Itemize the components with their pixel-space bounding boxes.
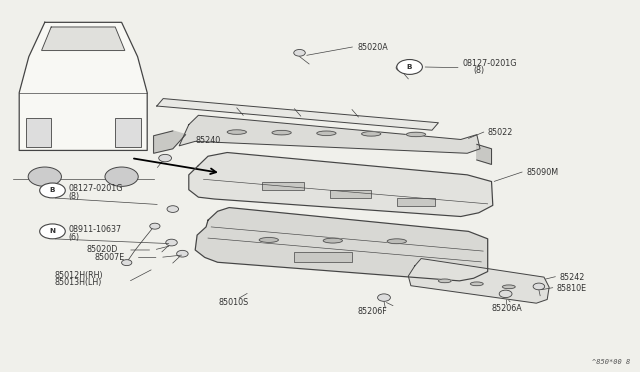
Polygon shape bbox=[157, 99, 438, 130]
Circle shape bbox=[159, 154, 172, 162]
Text: B: B bbox=[407, 64, 412, 70]
Circle shape bbox=[378, 294, 390, 301]
Ellipse shape bbox=[362, 132, 381, 136]
Text: 85090M: 85090M bbox=[526, 168, 558, 177]
Circle shape bbox=[294, 49, 305, 56]
Text: 85206A: 85206A bbox=[492, 304, 522, 312]
Ellipse shape bbox=[323, 238, 342, 243]
Bar bbox=[294, 252, 352, 262]
Polygon shape bbox=[189, 153, 493, 217]
Circle shape bbox=[28, 167, 61, 186]
Polygon shape bbox=[154, 131, 186, 153]
Text: 85012H(RH): 85012H(RH) bbox=[54, 271, 103, 280]
Text: 08127-0201G: 08127-0201G bbox=[462, 59, 516, 68]
Ellipse shape bbox=[272, 131, 291, 135]
Text: 85020A: 85020A bbox=[357, 43, 388, 52]
Ellipse shape bbox=[387, 239, 406, 244]
Text: N: N bbox=[49, 228, 56, 234]
Circle shape bbox=[166, 239, 177, 246]
Ellipse shape bbox=[227, 130, 246, 134]
Bar bbox=[26, 118, 51, 147]
Bar bbox=[330, 190, 371, 198]
Text: B: B bbox=[50, 187, 55, 193]
Bar bbox=[397, 198, 435, 206]
Text: 85810E: 85810E bbox=[557, 284, 587, 293]
Bar bbox=[262, 182, 304, 190]
Text: (8): (8) bbox=[68, 192, 79, 201]
Text: (8): (8) bbox=[474, 66, 484, 75]
Ellipse shape bbox=[317, 131, 336, 135]
Text: 85206F: 85206F bbox=[357, 307, 387, 316]
Ellipse shape bbox=[406, 132, 426, 137]
Polygon shape bbox=[477, 144, 492, 164]
Circle shape bbox=[167, 206, 179, 212]
Text: 85022: 85022 bbox=[488, 128, 513, 137]
Text: 85240: 85240 bbox=[195, 136, 220, 145]
Ellipse shape bbox=[438, 279, 451, 283]
Bar bbox=[115, 118, 141, 147]
Circle shape bbox=[122, 260, 132, 266]
Ellipse shape bbox=[259, 238, 278, 243]
Polygon shape bbox=[179, 115, 480, 153]
Text: 85010S: 85010S bbox=[219, 298, 249, 307]
Circle shape bbox=[40, 183, 65, 198]
Text: 08127-0201G: 08127-0201G bbox=[68, 185, 123, 193]
Text: 85020D: 85020D bbox=[86, 246, 118, 254]
Polygon shape bbox=[19, 22, 147, 150]
Ellipse shape bbox=[502, 285, 515, 289]
Circle shape bbox=[397, 60, 422, 74]
Text: 85013H(LH): 85013H(LH) bbox=[54, 278, 102, 287]
Text: 08911-10637: 08911-10637 bbox=[68, 225, 122, 234]
Polygon shape bbox=[195, 208, 488, 281]
Ellipse shape bbox=[470, 282, 483, 286]
Circle shape bbox=[533, 283, 545, 290]
Polygon shape bbox=[408, 259, 549, 303]
Polygon shape bbox=[42, 27, 125, 51]
Text: (6): (6) bbox=[68, 233, 79, 242]
Text: ^850*00 8: ^850*00 8 bbox=[592, 359, 630, 365]
Circle shape bbox=[396, 64, 408, 71]
Circle shape bbox=[499, 290, 512, 298]
Circle shape bbox=[177, 250, 188, 257]
Circle shape bbox=[150, 223, 160, 229]
Circle shape bbox=[105, 167, 138, 186]
Text: 85242: 85242 bbox=[560, 273, 586, 282]
Text: 85007E: 85007E bbox=[95, 253, 125, 262]
Circle shape bbox=[40, 224, 65, 239]
